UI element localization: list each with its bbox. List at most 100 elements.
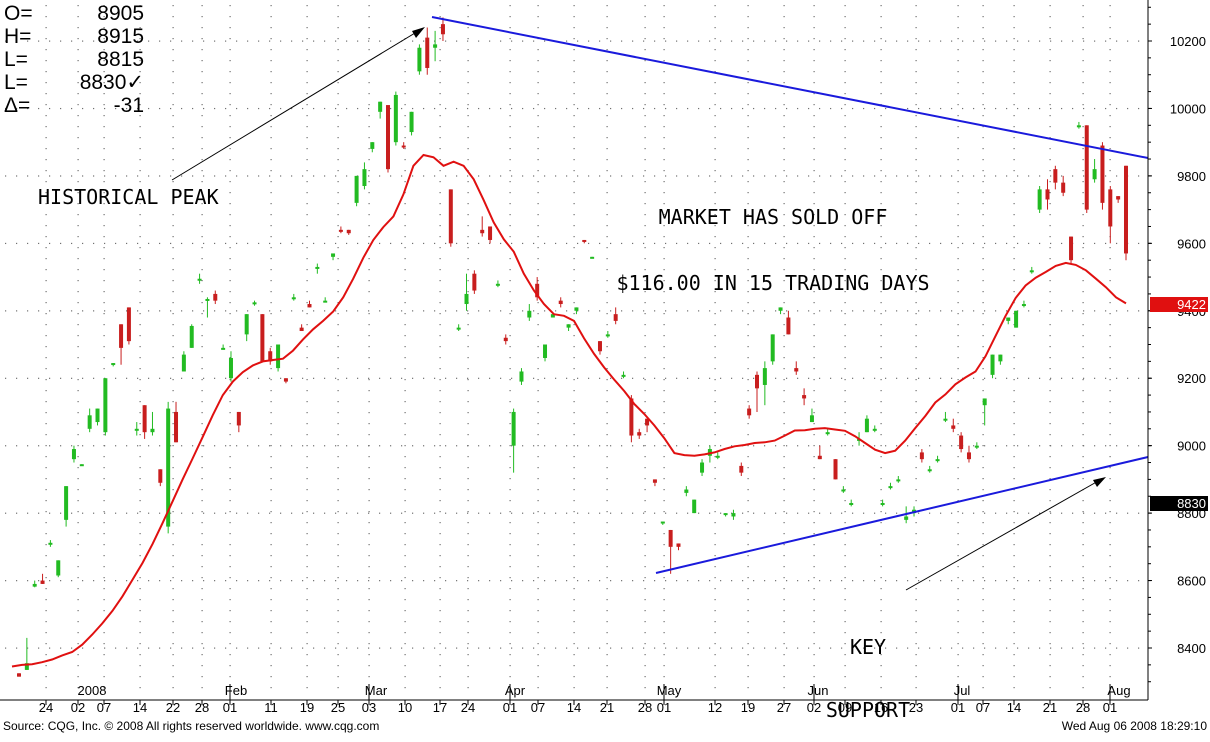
candle — [590, 256, 595, 259]
candle — [307, 300, 312, 308]
candle — [597, 341, 602, 355]
candle — [244, 314, 249, 342]
candle — [87, 408, 92, 433]
candle — [1029, 266, 1034, 274]
candle — [1092, 159, 1097, 183]
x-day-label: 21 — [1043, 700, 1057, 715]
candle — [472, 270, 477, 294]
candle — [64, 486, 69, 527]
candle — [794, 361, 799, 375]
candle — [919, 449, 924, 463]
candle — [715, 452, 720, 460]
candle — [276, 344, 281, 372]
candle — [268, 347, 273, 365]
x-day-label: 22 — [166, 700, 180, 715]
candle — [252, 300, 257, 306]
candle — [959, 432, 964, 453]
candle — [1076, 121, 1081, 129]
support-trendline — [655, 456, 1149, 574]
candle — [833, 459, 838, 480]
candle — [935, 455, 940, 463]
high-label: H= — [4, 25, 32, 48]
candle — [1014, 310, 1019, 328]
candle — [331, 253, 336, 261]
x-day-label: 07 — [976, 700, 990, 715]
y-axis-ticks: 8400860088009000920094009600980010000102… — [1148, 6, 1206, 683]
candle — [181, 351, 186, 372]
candle — [503, 334, 508, 345]
delta-label: Δ= — [4, 94, 31, 117]
candle — [558, 297, 563, 308]
candle — [700, 459, 705, 477]
candle — [652, 479, 657, 487]
candle — [802, 388, 807, 406]
candle — [228, 351, 233, 382]
candle — [480, 216, 485, 237]
candle — [205, 297, 210, 318]
candle — [896, 476, 901, 483]
x-month-label: Feb — [225, 683, 247, 698]
candle — [119, 324, 124, 365]
candle — [786, 310, 791, 335]
candle — [79, 464, 84, 467]
candle — [809, 408, 814, 423]
x-day-label: 23 — [909, 700, 923, 715]
candle — [888, 482, 893, 490]
x-month-label: May — [657, 683, 682, 698]
x-day-label: 24 — [461, 700, 475, 715]
candle — [126, 307, 131, 345]
candle — [684, 486, 689, 497]
y-tick-label: 9800 — [1177, 169, 1206, 184]
candle — [71, 445, 76, 463]
ma-value-tag: 9422 — [1150, 297, 1208, 312]
candle — [95, 408, 100, 426]
x-day-label: 27 — [777, 700, 791, 715]
candle — [582, 239, 587, 244]
candle — [864, 415, 869, 433]
candle — [236, 411, 241, 433]
candle — [574, 307, 579, 315]
candle — [346, 229, 351, 235]
candle — [213, 290, 218, 305]
x-day-label: 25 — [331, 700, 345, 715]
candle — [142, 405, 147, 439]
selloff-annotation: MARKET HAS SOLD OFF $116.00 IN 15 TRADIN… — [590, 162, 956, 316]
candle — [174, 401, 179, 443]
timestamp: Wed Aug 06 2008 18:29:10 — [1061, 719, 1207, 733]
candle — [974, 442, 979, 450]
candle — [762, 361, 767, 406]
resistance-trendline — [431, 16, 1149, 159]
x-day-label: 14 — [1007, 700, 1021, 715]
candle — [519, 368, 524, 385]
candle — [456, 324, 461, 332]
candle — [1021, 300, 1026, 308]
candle — [378, 101, 383, 119]
candle — [283, 378, 288, 384]
support-line2: SUPPORT — [825, 698, 911, 722]
x-day-label: 01 — [951, 700, 965, 715]
candle — [731, 509, 736, 520]
candle — [260, 314, 265, 362]
candle — [778, 307, 783, 315]
candle — [370, 142, 375, 153]
candle — [605, 331, 610, 338]
candle — [880, 499, 885, 507]
candle — [511, 408, 516, 473]
candle — [32, 580, 37, 588]
x-day-label: 21 — [600, 700, 614, 715]
candle — [943, 411, 948, 423]
candle — [1069, 236, 1074, 264]
moving-average-line — [11, 153, 1127, 668]
x-month-label: Aug — [1107, 683, 1130, 698]
x-day-label: 11 — [264, 700, 278, 715]
candle — [1037, 186, 1042, 213]
candle — [817, 445, 822, 460]
x-day-label: 01 — [1103, 700, 1117, 715]
x-day-label: 03 — [362, 700, 376, 715]
candle — [966, 445, 971, 463]
open-label: O= — [4, 2, 33, 25]
candle — [338, 226, 343, 234]
selloff-line2: $116.00 IN 15 TRADING DAYS — [616, 271, 930, 295]
candle — [48, 540, 53, 547]
candle — [291, 293, 296, 301]
